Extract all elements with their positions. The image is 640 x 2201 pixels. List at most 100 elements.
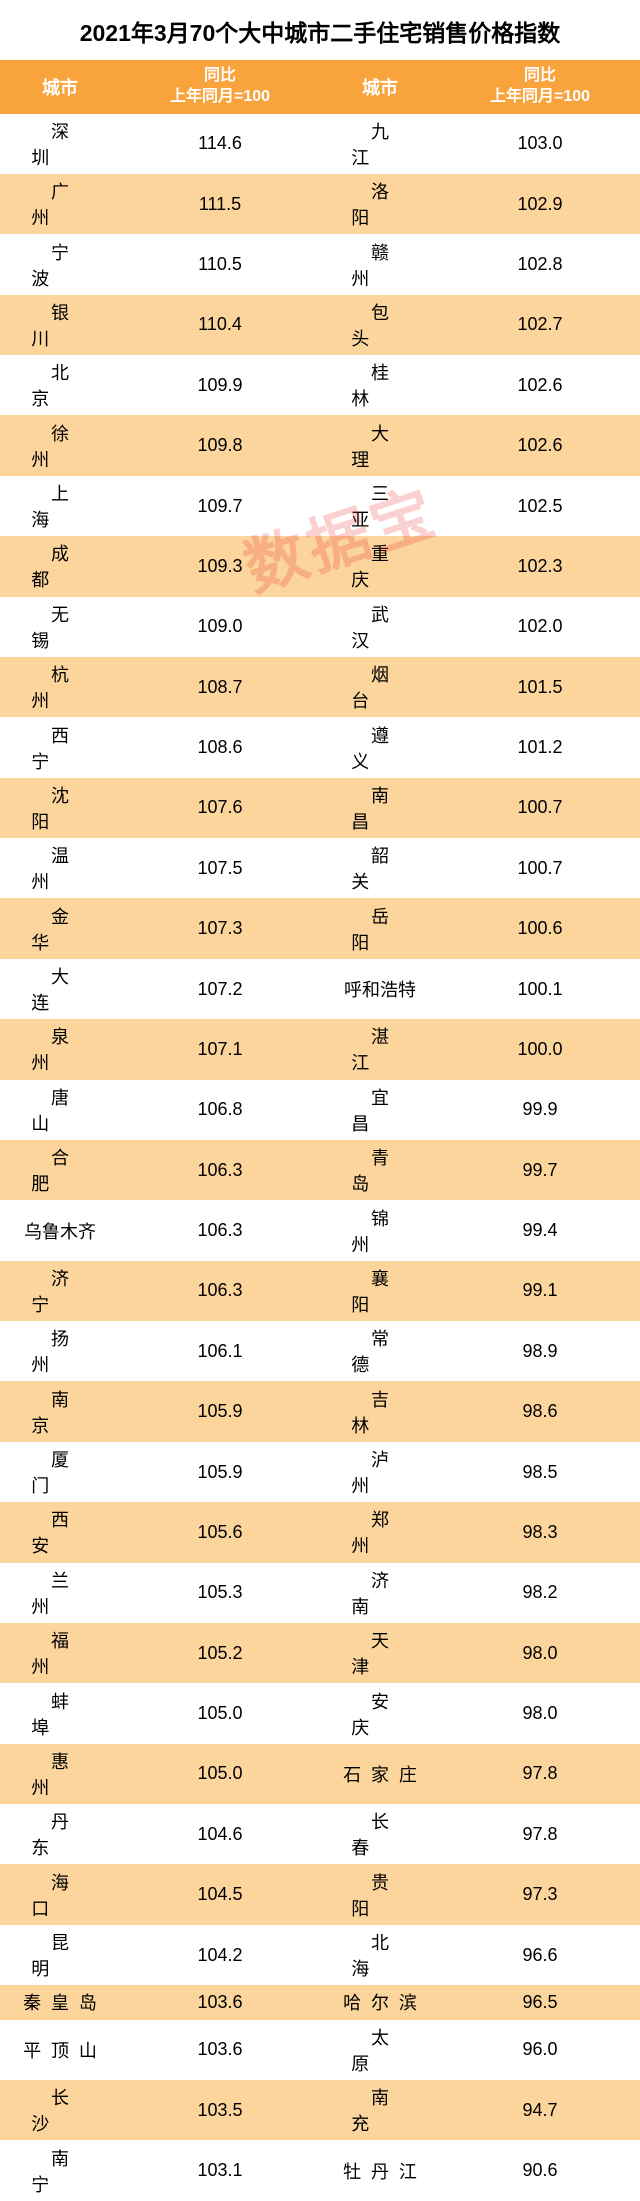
header-yoy-right: 同比 上年同月=100 <box>440 60 640 114</box>
city-name: 桂林 <box>331 363 428 409</box>
table-row: 北京109.9桂林102.6 <box>0 355 640 415</box>
city-cell-left: 长沙 <box>0 2080 120 2140</box>
city-name: 大理 <box>331 424 428 470</box>
city-cell-right: 包头 <box>320 295 440 355</box>
city-cell-left: 杭州 <box>0 657 120 717</box>
city-name: 呼和浩特 <box>344 980 416 1000</box>
value-cell-right: 102.3 <box>440 536 640 596</box>
value-cell-right: 98.0 <box>440 1683 640 1743</box>
table-row: 福州105.2天津98.0 <box>0 1623 640 1683</box>
city-name: 泸州 <box>331 1450 428 1496</box>
table-row: 南宁103.1牡丹江90.6 <box>0 2140 640 2200</box>
city-cell-left: 金华 <box>0 898 120 958</box>
city-cell-left: 大连 <box>0 959 120 1019</box>
value-cell-right: 100.7 <box>440 838 640 898</box>
table-row: 长沙103.5南充94.7 <box>0 2080 640 2140</box>
city-name: 郑州 <box>331 1510 428 1556</box>
city-cell-left: 福州 <box>0 1623 120 1683</box>
table-header-row: 城市 同比 上年同月=100 城市 同比 上年同月=100 <box>0 60 640 114</box>
city-cell-right: 郑州 <box>320 1502 440 1562</box>
city-name: 西宁 <box>11 726 108 772</box>
city-name: 大连 <box>11 967 108 1013</box>
header-city-left: 城市 <box>0 60 120 114</box>
city-cell-left: 合肥 <box>0 1140 120 1200</box>
city-cell-right: 泸州 <box>320 1442 440 1502</box>
city-cell-right: 大理 <box>320 415 440 475</box>
value-cell-left: 103.6 <box>120 2020 320 2080</box>
price-index-table: 城市 同比 上年同月=100 城市 同比 上年同月=100 深圳114.6九江1… <box>0 60 640 2201</box>
city-name: 石家庄 <box>333 1765 427 1785</box>
city-name: 太原 <box>331 2028 428 2074</box>
city-name: 长春 <box>331 1812 428 1858</box>
city-name: 锦州 <box>331 1209 428 1255</box>
city-name: 西安 <box>11 1510 108 1556</box>
table-row: 杭州108.7烟台101.5 <box>0 657 640 717</box>
city-name: 深圳 <box>11 122 108 168</box>
city-name: 南充 <box>331 2088 428 2134</box>
city-cell-left: 深圳 <box>0 114 120 174</box>
city-name: 昆明 <box>11 1933 108 1979</box>
city-name: 扬州 <box>11 1329 108 1375</box>
city-cell-left: 扬州 <box>0 1321 120 1381</box>
city-name: 北海 <box>331 1933 428 1979</box>
city-name: 唐山 <box>11 1088 108 1134</box>
value-cell-right: 101.2 <box>440 717 640 777</box>
city-name: 南昌 <box>331 786 428 832</box>
table-row: 丹东104.6长春97.8 <box>0 1804 640 1864</box>
city-name: 金华 <box>11 907 108 953</box>
table-row: 泉州107.1湛江100.0 <box>0 1019 640 1079</box>
city-name: 九江 <box>331 122 428 168</box>
header-yoy-line2-left: 上年同月=100 <box>120 87 320 108</box>
value-cell-left: 110.4 <box>120 295 320 355</box>
table-row: 上海109.7三亚102.5 <box>0 476 640 536</box>
value-cell-left: 111.5 <box>120 174 320 234</box>
table-row: 无锡109.0武汉102.0 <box>0 597 640 657</box>
city-name: 厦门 <box>11 1450 108 1496</box>
value-cell-right: 102.7 <box>440 295 640 355</box>
city-cell-right: 重庆 <box>320 536 440 596</box>
table-row: 西宁108.6遵义101.2 <box>0 717 640 777</box>
city-name: 吉林 <box>331 1390 428 1436</box>
city-name: 常德 <box>331 1329 428 1375</box>
city-name: 沈阳 <box>11 786 108 832</box>
city-cell-left: 上海 <box>0 476 120 536</box>
table-row: 唐山106.8宜昌99.9 <box>0 1080 640 1140</box>
table-row: 成都109.3重庆102.3 <box>0 536 640 596</box>
city-name: 青岛 <box>331 1148 428 1194</box>
city-name: 武汉 <box>331 605 428 651</box>
city-cell-right: 赣州 <box>320 234 440 294</box>
table-row: 济宁106.3襄阳99.1 <box>0 1261 640 1321</box>
value-cell-right: 98.3 <box>440 1502 640 1562</box>
value-cell-left: 107.5 <box>120 838 320 898</box>
city-name: 兰州 <box>11 1571 108 1617</box>
value-cell-left: 107.3 <box>120 898 320 958</box>
value-cell-right: 98.5 <box>440 1442 640 1502</box>
value-cell-left: 109.7 <box>120 476 320 536</box>
city-cell-left: 广州 <box>0 174 120 234</box>
city-cell-left: 南宁 <box>0 2140 120 2200</box>
city-cell-left: 泉州 <box>0 1019 120 1079</box>
city-name: 洛阳 <box>331 182 428 228</box>
table-row: 银川110.4包头102.7 <box>0 295 640 355</box>
city-name: 惠州 <box>11 1752 108 1798</box>
city-cell-right: 湛江 <box>320 1019 440 1079</box>
city-cell-left: 温州 <box>0 838 120 898</box>
city-name: 宁波 <box>11 243 108 289</box>
table-row: 西安105.6郑州98.3 <box>0 1502 640 1562</box>
value-cell-left: 103.1 <box>120 2140 320 2200</box>
value-cell-right: 94.7 <box>440 2080 640 2140</box>
value-cell-left: 105.2 <box>120 1623 320 1683</box>
header-yoy-line1-right: 同比 <box>440 66 640 87</box>
city-cell-right: 吉林 <box>320 1381 440 1441</box>
city-cell-left: 秦皇岛 <box>0 1985 120 2019</box>
value-cell-right: 96.5 <box>440 1985 640 2019</box>
city-name: 上海 <box>11 484 108 530</box>
value-cell-left: 108.6 <box>120 717 320 777</box>
table-row: 惠州105.0石家庄97.8 <box>0 1744 640 1804</box>
value-cell-left: 106.1 <box>120 1321 320 1381</box>
city-name: 合肥 <box>11 1148 108 1194</box>
table-row: 昆明104.2北海96.6 <box>0 1925 640 1985</box>
value-cell-right: 96.6 <box>440 1925 640 1985</box>
city-name: 安庆 <box>331 1692 428 1738</box>
city-name: 广州 <box>11 182 108 228</box>
